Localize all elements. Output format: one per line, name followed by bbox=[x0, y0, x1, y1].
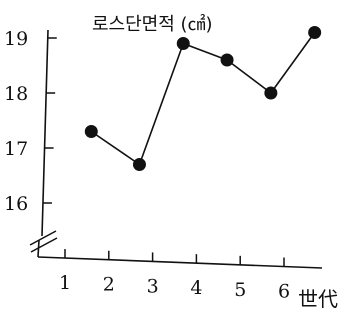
x-axis-ticks: 1 2 3 4 5 6 bbox=[59, 249, 290, 303]
x-tick-label: 2 bbox=[103, 274, 115, 296]
data-point bbox=[84, 125, 98, 138]
data-point bbox=[220, 53, 234, 67]
axis-break-mark bbox=[30, 237, 58, 253]
series-line-group bbox=[90, 32, 316, 166]
x-tick-label: 5 bbox=[234, 279, 246, 301]
x-tick-label: 4 bbox=[190, 277, 202, 299]
data-point bbox=[264, 86, 278, 100]
y-tick-label: 17 bbox=[4, 138, 28, 160]
y-tick-label: 18 bbox=[4, 83, 28, 105]
axis-break-mark bbox=[29, 230, 57, 246]
y-tick-label: 19 bbox=[4, 28, 28, 50]
y-axis-line bbox=[41, 29, 49, 237]
series-points-group bbox=[84, 26, 322, 171]
data-point bbox=[308, 26, 322, 39]
x-tick-label: 1 bbox=[59, 272, 71, 294]
data-point bbox=[176, 37, 190, 50]
chart-title: 로스단면적 (㎠) bbox=[92, 13, 213, 35]
y-tick-label: 16 bbox=[4, 193, 28, 215]
x-axis-line bbox=[37, 256, 323, 269]
x-tick-label: 6 bbox=[278, 281, 290, 303]
x-axis-label: 世代 bbox=[298, 287, 338, 311]
series-line bbox=[90, 32, 316, 166]
x-tick-label: 3 bbox=[147, 275, 159, 297]
data-point bbox=[132, 158, 146, 171]
axes bbox=[29, 29, 323, 269]
y-axis-ticks: 16 17 18 19 bbox=[4, 28, 57, 215]
